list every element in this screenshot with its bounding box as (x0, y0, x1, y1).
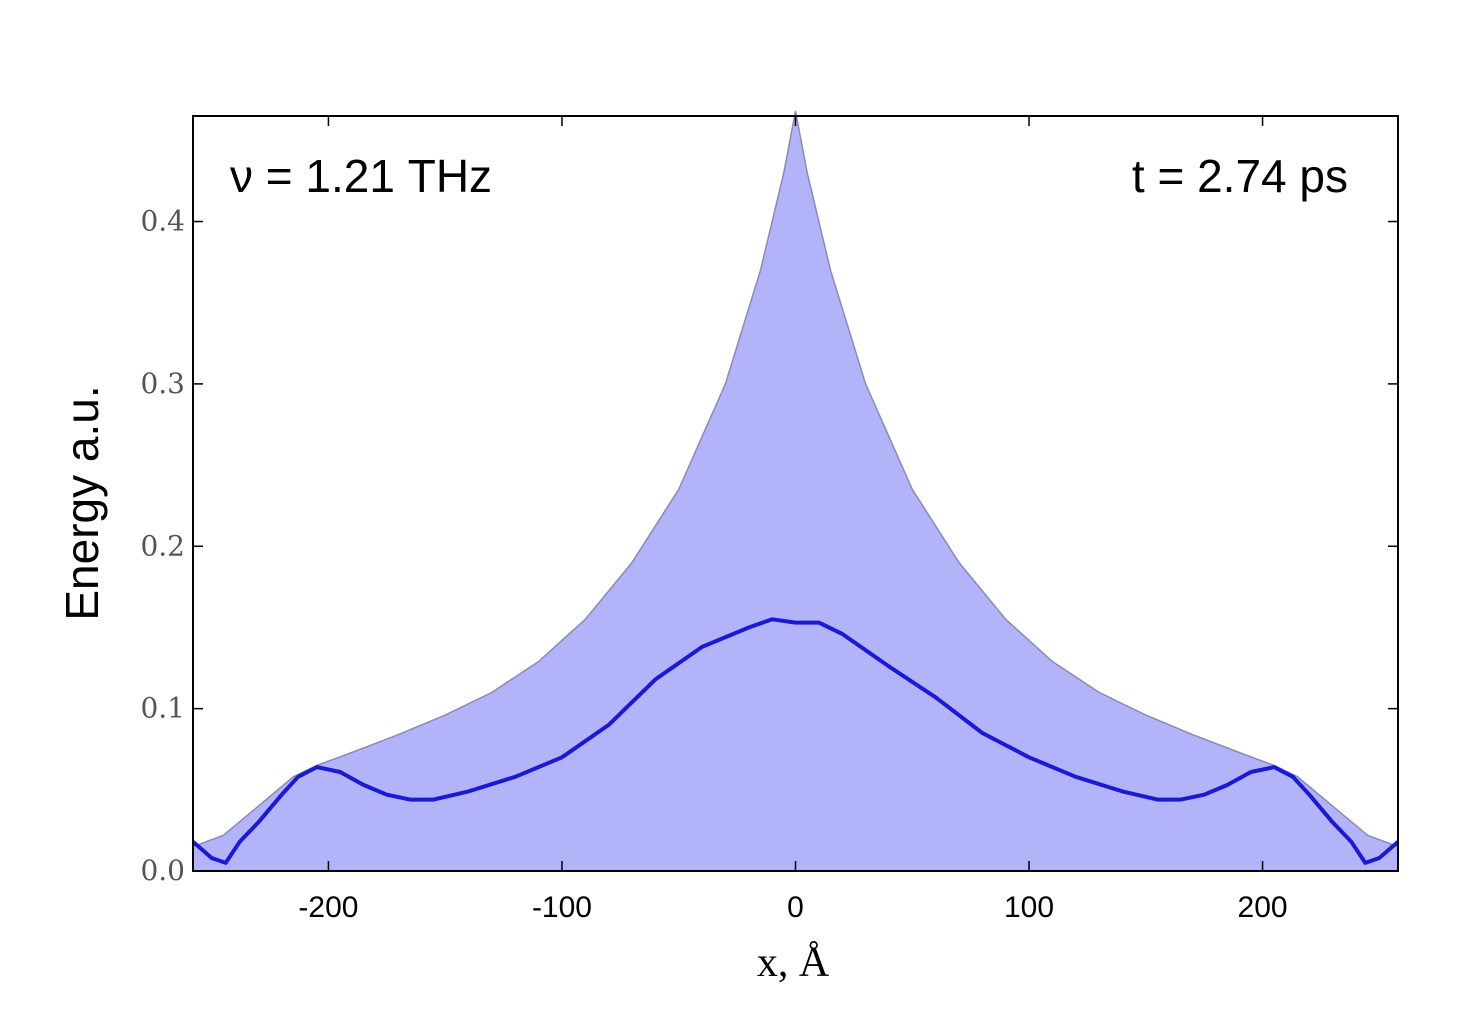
frequency-annotation: ν = 1.21 THz (230, 150, 492, 202)
axis-ticks: 0.0 0.1 0.2 0.3 0.4 -200 -100 0 100 200 (140, 116, 1398, 924)
x-tick-label: -200 (298, 891, 358, 924)
y-tick-label: 0.2 (140, 529, 185, 562)
y-tick-label: 0.0 (140, 854, 185, 887)
y-axis-label: Energy a.u. (56, 385, 108, 620)
envelope-area (193, 111, 1398, 872)
y-tick-label: 0.4 (140, 205, 185, 238)
plot-content (191, 110, 1400, 872)
y-tick-label: 0.3 (140, 367, 185, 400)
x-tick-label: 200 (1238, 891, 1288, 924)
x-axis-label: x, Å (757, 940, 830, 986)
energy-line (191, 617, 1400, 865)
x-tick-label: 100 (1004, 891, 1054, 924)
x-tick-label: 0 (787, 891, 804, 924)
envelope-edge (192, 110, 1399, 848)
x-tick-label: -100 (532, 891, 592, 924)
y-tick-label: 0.1 (140, 692, 185, 725)
time-annotation: t = 2.74 ps (1132, 150, 1348, 202)
